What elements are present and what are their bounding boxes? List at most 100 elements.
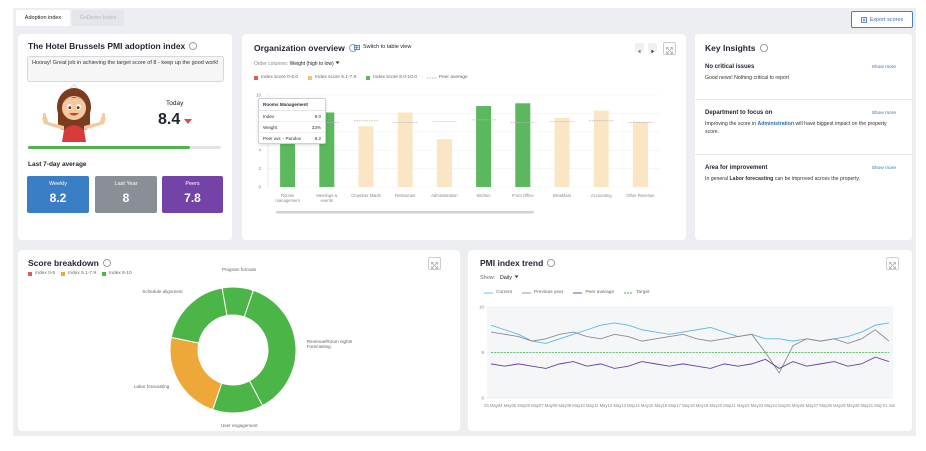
caret <box>335 61 340 64</box>
tab-active[interactable]: Adoption index <box>16 10 70 26</box>
export-button[interactable]: Export scores <box>851 11 913 28</box>
x-tick-label: Rooms management <box>275 193 300 203</box>
help-icon[interactable] <box>102 259 111 267</box>
card-title: Score breakdown <box>28 258 111 268</box>
expand-icon <box>889 262 896 269</box>
legend-swatch <box>484 292 493 293</box>
insight-text-part: In general <box>705 176 730 182</box>
show-more-link[interactable]: Show more <box>871 65 896 70</box>
legend-item: Peer average <box>573 290 614 295</box>
legend-label: Index 0-5 <box>35 271 56 276</box>
x-tick-label: 12 May <box>607 403 622 408</box>
legend-item: Previous year <box>522 290 563 295</box>
x-tick-label: 19 May <box>703 403 718 408</box>
insight-text: Good news! Nothing critical to report <box>705 75 895 83</box>
x-tick-label: 29 May <box>840 403 855 408</box>
y-tick-label: 0 <box>258 185 261 190</box>
table-icon <box>354 44 360 50</box>
y-tick-label: 2 <box>258 166 261 171</box>
next-button[interactable] <box>648 43 657 54</box>
avatar <box>42 83 106 142</box>
help-icon[interactable] <box>759 44 768 52</box>
title-text: Key Insights <box>705 43 756 53</box>
help-icon[interactable] <box>189 42 198 50</box>
trend-card: 6 8 10 PMI index trend Show: Daily Current… <box>468 250 912 431</box>
caret <box>514 275 519 278</box>
expand-button[interactable] <box>663 42 676 55</box>
show-control[interactable]: Show: Daily <box>480 275 519 281</box>
x-tick-label: 31 May <box>868 403 883 408</box>
legend: Index 0-5 Index 5.1-7.9 Index 8-10 <box>28 271 132 276</box>
legend-swatch <box>522 292 531 293</box>
tooltip-row: Weight 33% <box>259 122 325 133</box>
down-arrow <box>184 119 192 124</box>
insight-highlight: Labor forecasting <box>729 176 774 182</box>
bar <box>476 106 492 187</box>
progress-fill <box>28 146 191 149</box>
segment-label: Revenue/Room nights Forecasting <box>306 338 353 349</box>
legend-item: Peer average <box>426 75 468 80</box>
tooltip-value: 33% <box>311 124 321 130</box>
segment-label: Schedule alignment <box>142 289 183 295</box>
legend-swatch <box>624 292 634 293</box>
x-tick-label: 11 May <box>594 403 608 408</box>
expand-button[interactable] <box>886 257 899 270</box>
separator <box>695 99 912 100</box>
show-more-link[interactable]: Show more <box>871 111 896 116</box>
x-tick-label: 21 May <box>731 403 745 408</box>
y-tick-label: 10 <box>256 93 262 98</box>
tooltip-value: 9.2 <box>314 135 321 141</box>
breakdown-card: Score breakdown Index 0-5 Index 5.1-7.9 In… <box>18 250 460 431</box>
x-tick-label: Chamber Maids <box>351 193 381 198</box>
x-tick-label: Meetings & events <box>316 193 338 203</box>
insight-text-part: can be improved across the property. <box>773 176 861 182</box>
segment-label: User engagement <box>220 422 258 428</box>
tooltip-title: Rooms Management <box>259 99 325 111</box>
legend-label: Index score 0-5.0 <box>261 75 299 80</box>
tab[interactable]: GxDemo Index <box>72 10 124 26</box>
legend-label: Index score 8.0-10.0 <box>373 75 417 80</box>
legend-swatch <box>102 271 107 276</box>
today-label: Today <box>166 100 184 107</box>
average-box: Peers 7.8 <box>162 176 223 213</box>
y-tick-label: 4 <box>258 148 261 153</box>
x-tick-label: 20 May <box>717 403 732 408</box>
donut-chart <box>169 286 297 414</box>
title-text: PMI index trend <box>480 258 544 268</box>
today-value: 8.4 <box>158 111 181 128</box>
help-icon[interactable] <box>547 259 556 267</box>
adoption-card: The Hotel Brussels PMI adoption index Ho… <box>18 34 232 240</box>
legend-label: Index 8-10 <box>109 271 132 276</box>
help-icon[interactable] <box>348 44 357 52</box>
order-control[interactable]: Order columns: Weight (high to low) <box>254 61 340 67</box>
legend-item: Index 5.1-7.9 <box>61 271 96 276</box>
tooltip-label: Peer avr. - Pandox <box>263 135 302 141</box>
average-value: 8 <box>122 191 130 205</box>
x-tick-label: 22 May <box>744 403 759 408</box>
prev-button[interactable] <box>635 43 644 54</box>
x-tick-label: Administration <box>431 193 458 198</box>
separator <box>695 154 912 155</box>
insight-heading: No critical issues <box>705 64 755 70</box>
tooltip-row: Peer avr. - Pandox 9.2 <box>259 133 325 143</box>
segment-label: Labor forecasting <box>133 383 170 389</box>
next-icon <box>651 49 654 54</box>
export-icon <box>860 16 867 23</box>
average-title: Last 7-day average <box>28 161 87 168</box>
legend: Current Previous year Peer average Target <box>484 290 649 295</box>
title-text: The Hotel Brussels PMI adoption index <box>28 41 186 51</box>
link-text: Switch to table view <box>363 44 412 50</box>
legend-item: Index 8-10 <box>102 271 132 276</box>
x-tick-label: 25 May <box>786 403 800 408</box>
x-tick-label: 23 May <box>758 403 773 408</box>
x-tick-label: 03 May <box>484 403 498 408</box>
show-more-link[interactable]: Show more <box>871 166 896 171</box>
legend-swatch <box>308 75 313 80</box>
expand-button[interactable] <box>428 257 441 270</box>
x-tick-label: Breakfast <box>553 193 571 198</box>
x-tick-label: 17 May <box>676 403 690 408</box>
tooltip-value: 9.0 <box>314 113 321 119</box>
table-view-link[interactable]: Switch to table view <box>354 44 411 50</box>
segment-label: Program formats <box>221 267 257 273</box>
show-value: Daily <box>499 275 513 281</box>
